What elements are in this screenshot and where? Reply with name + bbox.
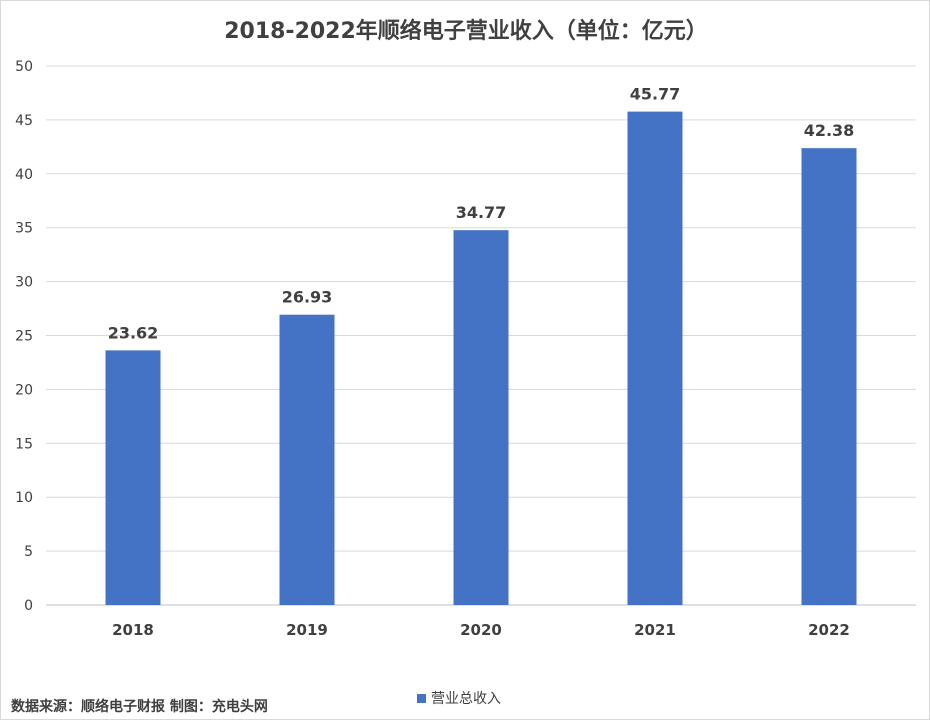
legend: 营业总收入	[417, 688, 501, 708]
x-tick-label: 2018	[112, 621, 154, 639]
y-tick-label: 0	[24, 598, 33, 614]
x-tick-label: 2022	[808, 621, 850, 639]
x-tick-label: 2021	[634, 621, 676, 639]
x-tick-label: 2019	[286, 621, 328, 639]
x-axis-ticks: 2018 2019 2020 2021 2022	[112, 621, 850, 639]
y-axis-ticks: 0 5 10 15 20 25 30 35 40 45 50	[15, 59, 33, 614]
x-tick-label: 2020	[460, 621, 502, 639]
data-label: 42.38	[804, 121, 855, 140]
y-tick-label: 30	[15, 275, 33, 291]
data-labels: 23.62 26.93 34.77 45.77 42.38	[108, 85, 855, 343]
y-tick-label: 45	[15, 113, 33, 129]
source-note: 数据来源：顺络电子财报 制图：充电头网	[11, 699, 268, 715]
y-tick-label: 10	[15, 490, 33, 506]
bar	[801, 148, 857, 605]
data-label: 26.93	[282, 288, 333, 307]
bar	[453, 230, 509, 606]
data-label: 45.77	[630, 85, 681, 104]
y-tick-label: 20	[15, 382, 33, 398]
y-tick-label: 15	[15, 436, 33, 452]
data-label: 34.77	[456, 203, 507, 222]
y-tick-label: 35	[15, 221, 33, 237]
y-tick-label: 50	[15, 59, 33, 75]
legend-label: 营业总收入	[431, 691, 501, 707]
data-label: 23.62	[108, 323, 159, 342]
chart-title: 2018-2022年顺络电子营业收入（单位：亿元）	[224, 19, 708, 44]
bar	[105, 350, 161, 605]
bar	[627, 111, 683, 606]
bar	[279, 314, 335, 605]
y-tick-label: 5	[24, 544, 33, 560]
bars	[105, 111, 857, 606]
y-tick-label: 40	[15, 167, 33, 183]
legend-swatch	[417, 693, 426, 703]
y-tick-label: 25	[15, 329, 33, 345]
